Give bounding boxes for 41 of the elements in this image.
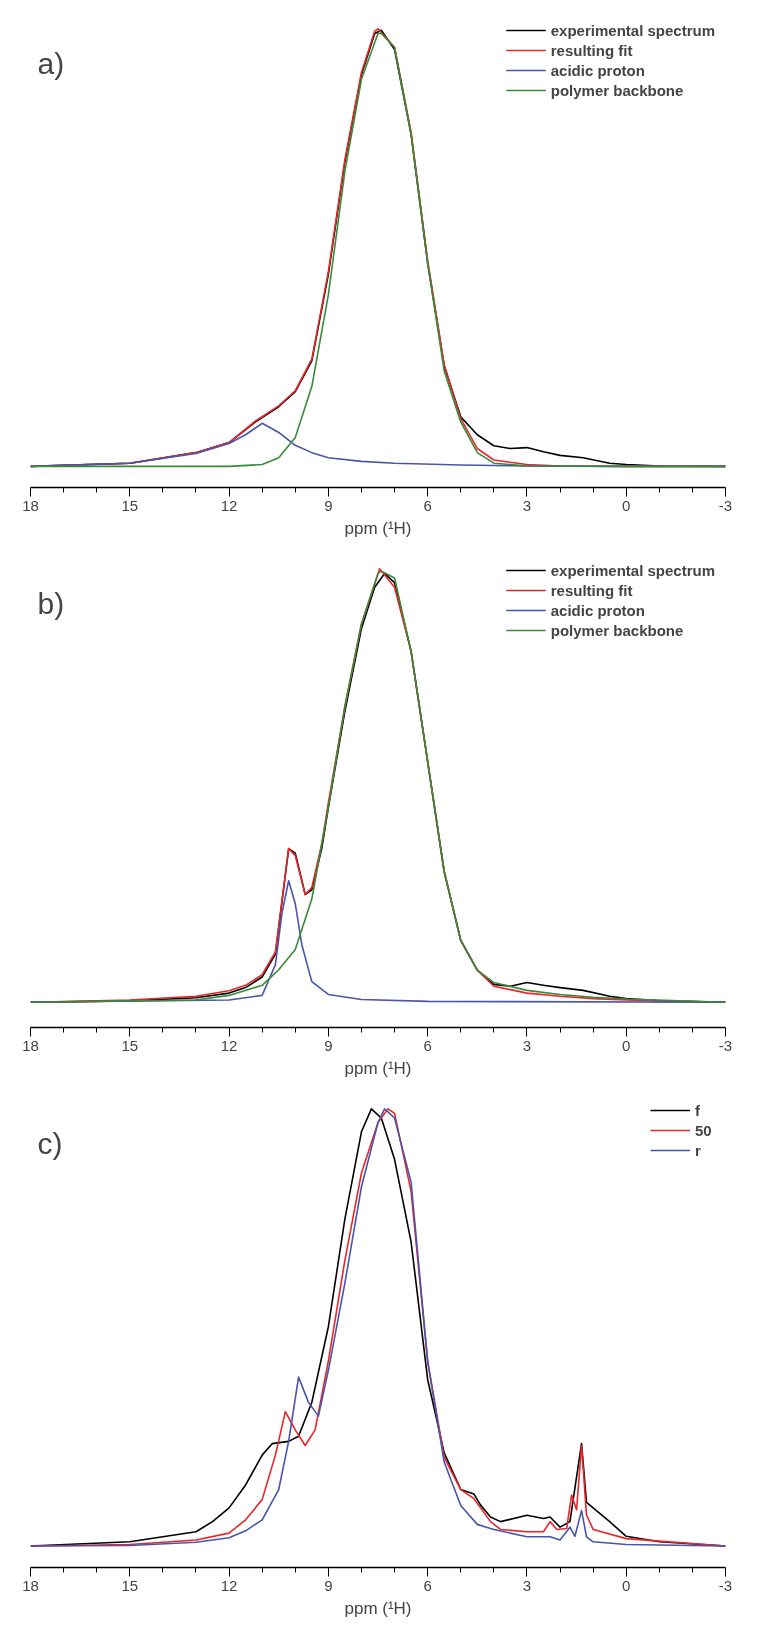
x-tick-label: 12 bbox=[220, 1576, 238, 1594]
legend-label: resulting fit bbox=[550, 581, 633, 599]
legend-label: acidic proton bbox=[550, 61, 645, 79]
legend-label: resulting fit bbox=[550, 41, 633, 59]
x-tick-label: -3 bbox=[718, 1576, 733, 1594]
x-tick-label: 12 bbox=[220, 1036, 238, 1054]
x-tick-label: 0 bbox=[622, 1576, 631, 1594]
x-axis-title: ppm (¹H) bbox=[344, 518, 412, 538]
x-tick-label: 6 bbox=[423, 1036, 432, 1054]
x-tick-label: 12 bbox=[220, 496, 238, 514]
x-tick-label: 0 bbox=[622, 1036, 631, 1054]
x-tick-label: 9 bbox=[324, 496, 333, 514]
text: c) bbox=[37, 1127, 63, 1161]
x-tick-label: 6 bbox=[423, 1576, 432, 1594]
x-tick-label: 3 bbox=[522, 1036, 532, 1054]
x-tick-label: 3 bbox=[522, 1576, 532, 1594]
legend-label: polymer backbone bbox=[550, 621, 684, 639]
legend-label: 50 bbox=[695, 1121, 713, 1139]
x-tick-label: -3 bbox=[718, 1036, 733, 1054]
x-tick-label: 0 bbox=[622, 496, 631, 514]
legend-label: polymer backbone bbox=[550, 81, 684, 99]
x-tick-label: 15 bbox=[121, 496, 139, 514]
x-tick-label: 18 bbox=[22, 1576, 39, 1594]
legend-label: experimental spectrum bbox=[550, 21, 715, 39]
x-tick-label: 15 bbox=[121, 1036, 139, 1054]
x-tick-label: -3 bbox=[718, 496, 733, 514]
legend-label: r bbox=[695, 1141, 702, 1159]
x-axis-title: ppm (¹H) bbox=[344, 1058, 412, 1078]
x-tick-label: 9 bbox=[324, 1576, 333, 1594]
text: b) bbox=[37, 587, 65, 621]
x-axis-title: ppm (¹H) bbox=[344, 1598, 412, 1618]
x-tick-label: 18 bbox=[22, 1036, 39, 1054]
text: a) bbox=[37, 47, 65, 81]
legend-label: acidic proton bbox=[550, 601, 645, 619]
legend-label: f bbox=[695, 1101, 701, 1119]
x-tick-label: 3 bbox=[522, 496, 532, 514]
legend-label: experimental spectrum bbox=[550, 561, 715, 579]
x-tick-label: 15 bbox=[121, 1576, 139, 1594]
x-tick-label: 9 bbox=[324, 1036, 333, 1054]
x-tick-label: 6 bbox=[423, 496, 432, 514]
x-tick-label: 18 bbox=[22, 496, 39, 514]
